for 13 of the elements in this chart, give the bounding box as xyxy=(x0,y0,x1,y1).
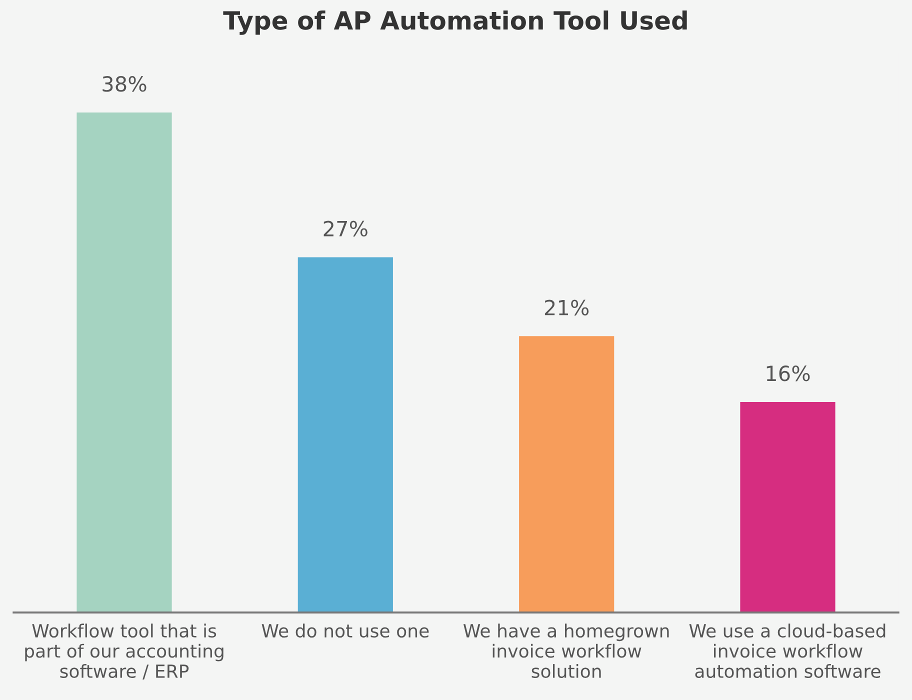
data-label: 21% xyxy=(544,300,589,316)
chart-title: Type of AP Automation Tool Used xyxy=(223,10,687,35)
data-label: 38% xyxy=(102,76,146,92)
x-tick-label: We have a homegrown invoice workflow solution xyxy=(463,624,669,678)
data-label: 16% xyxy=(766,366,810,382)
bar xyxy=(519,336,614,612)
bar xyxy=(740,402,836,612)
data-label: 27% xyxy=(324,220,368,237)
x-tick-label: Workflow tool that is part of our accounting software / ERP xyxy=(25,624,224,680)
x-tick-label: We use a cloud-based invoice workflow automation software xyxy=(689,624,886,678)
bar xyxy=(76,112,172,612)
bar xyxy=(298,257,393,612)
x-tick-label: We do not use one xyxy=(262,624,429,638)
